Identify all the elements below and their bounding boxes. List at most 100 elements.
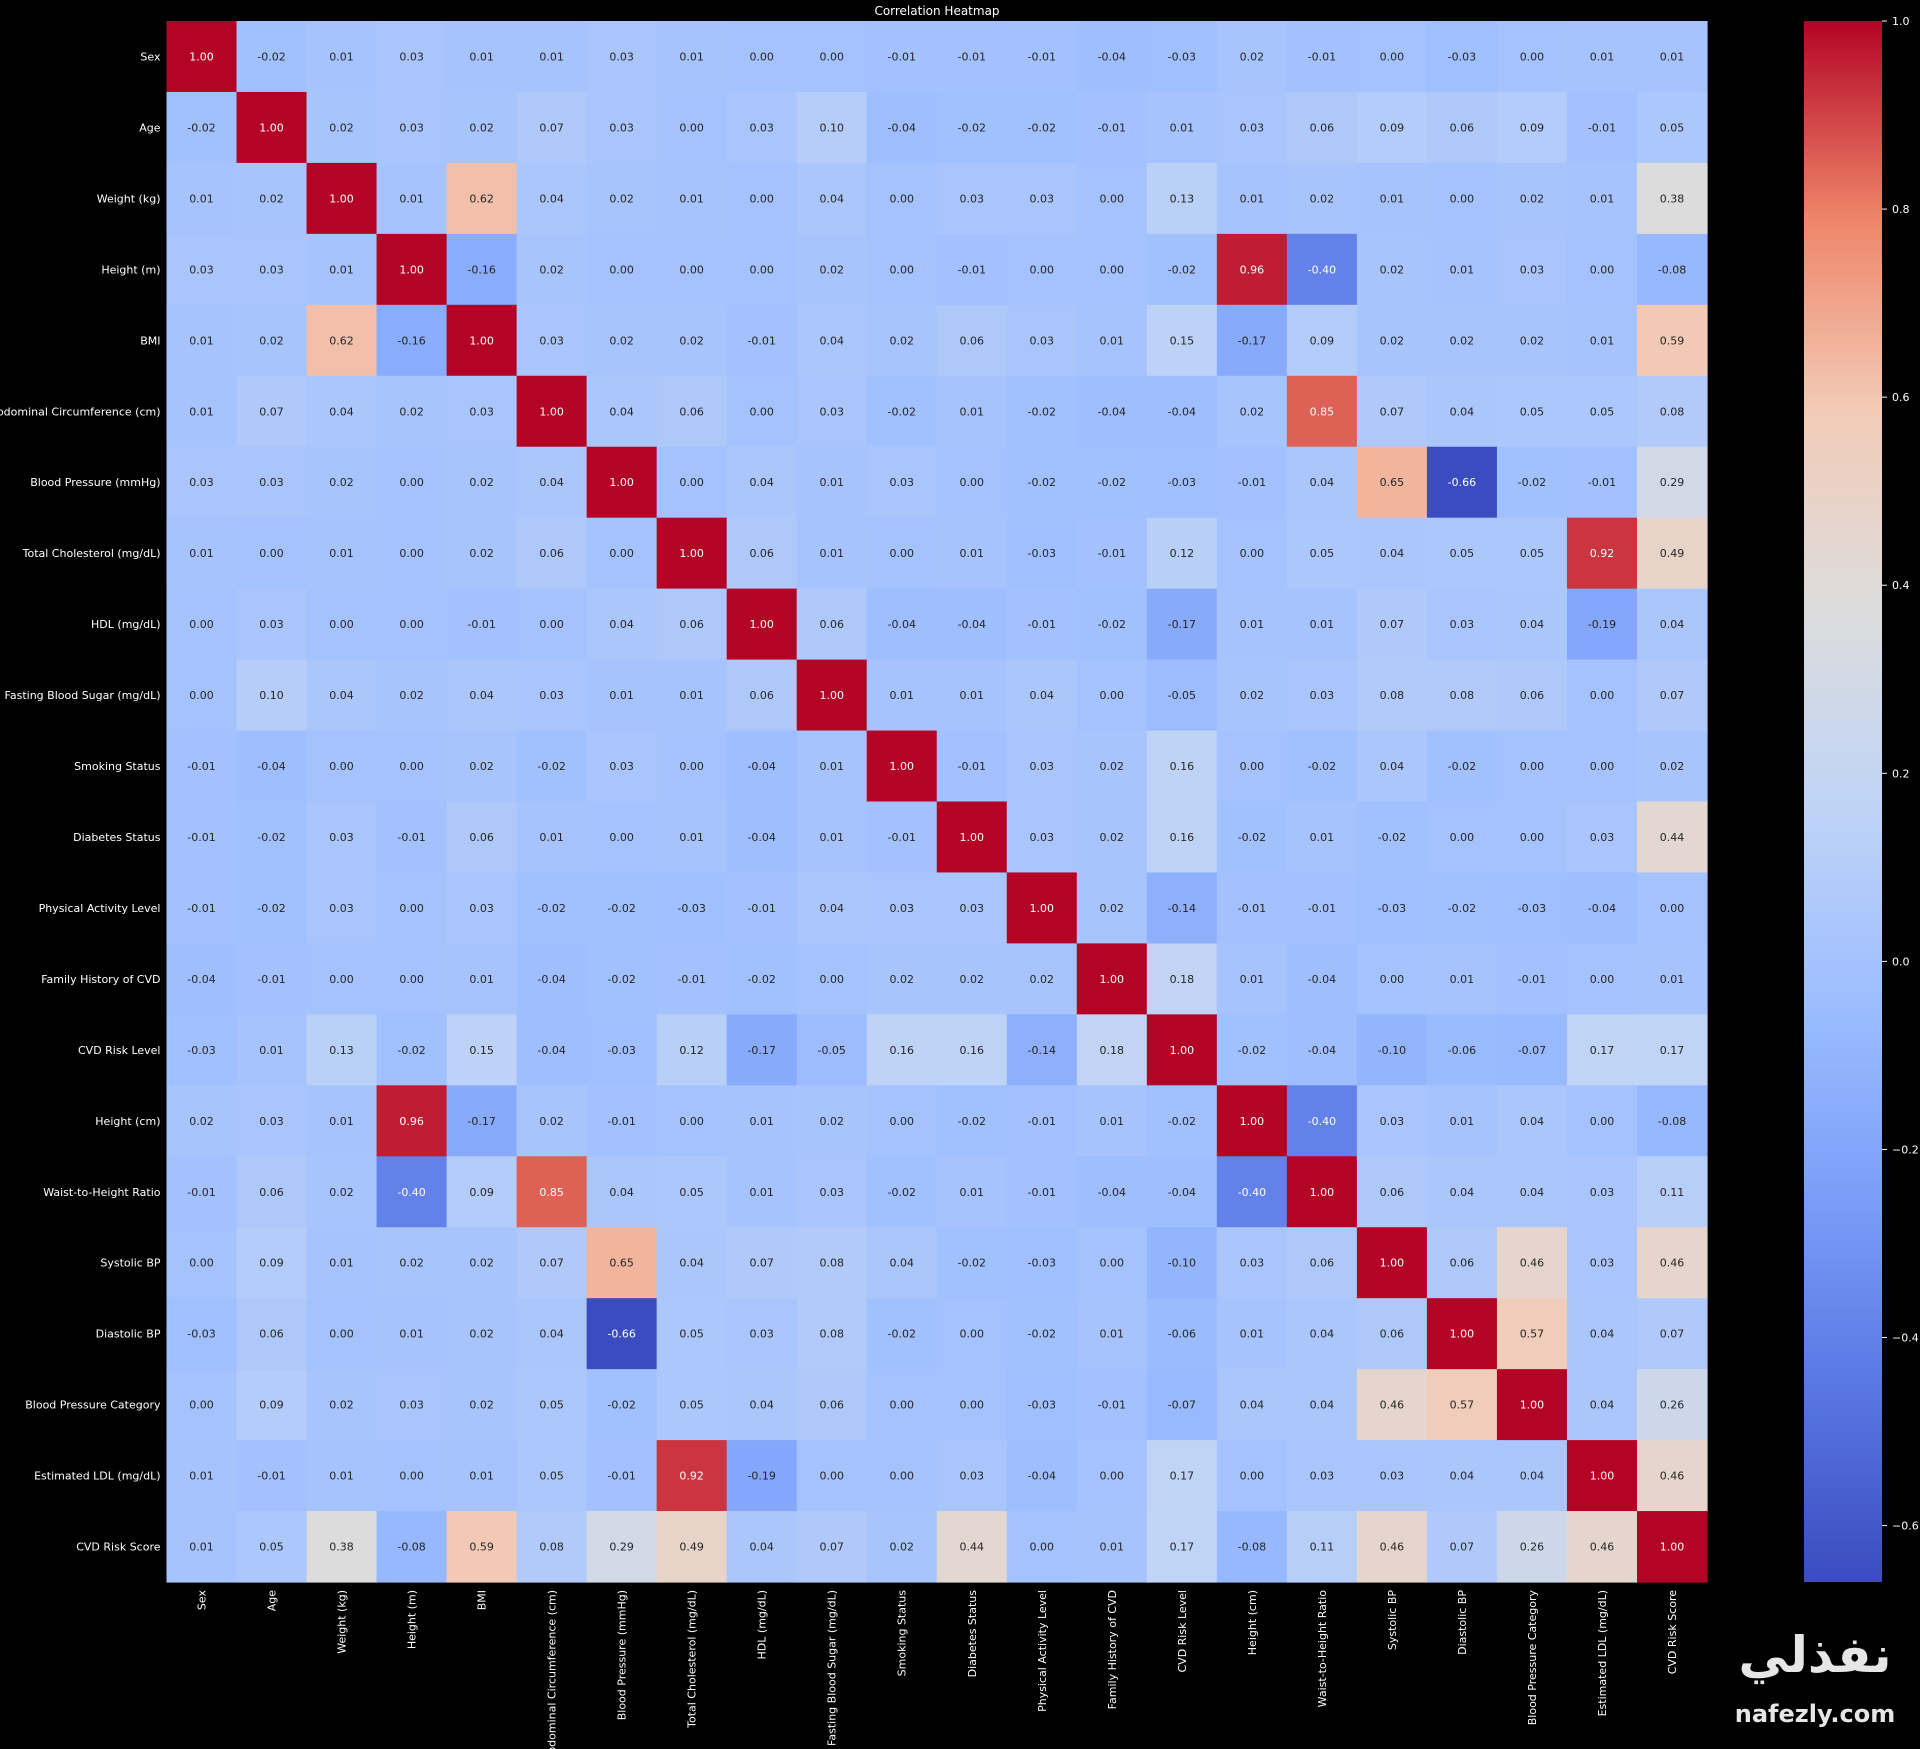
cell-annotation: 0.01 xyxy=(679,192,704,205)
x-tick-label: Height (cm) xyxy=(1246,1590,1259,1655)
y-tick-label: Abdominal Circumference (cm) xyxy=(0,405,161,418)
cell-annotation: 0.01 xyxy=(609,689,634,702)
cell-annotation: 0.06 xyxy=(259,1186,284,1199)
cell-annotation: 0.01 xyxy=(189,547,214,560)
cell-annotation: 0.02 xyxy=(1380,263,1405,276)
cell-annotation: -0.01 xyxy=(187,902,215,915)
cell-annotation: 0.03 xyxy=(399,1399,424,1412)
heatmap-cell xyxy=(1006,1227,1078,1299)
heatmap-cell xyxy=(1356,588,1428,661)
heatmap-cell xyxy=(1076,375,1148,448)
cell-annotation: 0.09 xyxy=(1520,121,1545,134)
heatmap-cell xyxy=(1566,1085,1638,1157)
heatmap-cell xyxy=(236,588,308,661)
cell-annotation: 0.06 xyxy=(819,1399,844,1412)
cell-annotation: -0.04 xyxy=(747,760,775,773)
heatmap-cell xyxy=(656,517,728,590)
heatmap-cell xyxy=(656,1440,728,1512)
cell-annotation: -0.03 xyxy=(1378,902,1406,915)
heatmap-cell xyxy=(1356,1014,1428,1086)
heatmap-cell xyxy=(1566,1440,1638,1512)
heatmap-cell xyxy=(1636,588,1708,661)
cell-annotation: 0.16 xyxy=(1170,760,1195,773)
cell-annotation: -0.02 xyxy=(1098,618,1126,631)
cell-annotation: -0.02 xyxy=(1028,1328,1056,1341)
cell-annotation: -0.19 xyxy=(1588,618,1616,631)
y-tick-label: Blood Pressure (mmHg) xyxy=(30,476,160,489)
cell-annotation: 0.13 xyxy=(1170,192,1195,205)
cell-annotation: 0.06 xyxy=(259,1328,284,1341)
heatmap-cell xyxy=(1076,162,1148,235)
colorbar-tick-label: −0.2 xyxy=(1892,1143,1919,1156)
heatmap-cell xyxy=(1566,1156,1638,1228)
heatmap-cell xyxy=(1566,233,1638,306)
cell-annotation: -0.07 xyxy=(1518,1044,1546,1057)
cell-annotation: 0.15 xyxy=(1170,334,1195,347)
cell-annotation: -0.02 xyxy=(1308,760,1336,773)
heatmap-cell xyxy=(446,1227,518,1299)
heatmap-cell xyxy=(306,1369,378,1441)
cell-annotation: 0.07 xyxy=(539,121,564,134)
heatmap-cell xyxy=(166,588,238,661)
heatmap-cell xyxy=(1146,1227,1218,1299)
cell-annotation: 1.00 xyxy=(469,334,494,347)
heatmap-cell xyxy=(306,1014,378,1086)
cell-annotation: 0.02 xyxy=(679,334,704,347)
cell-annotation: 0.17 xyxy=(1590,1044,1615,1057)
cell-annotation: -0.17 xyxy=(1168,618,1196,631)
heatmap-cell xyxy=(1636,943,1708,1015)
heatmap-cell xyxy=(1286,943,1358,1015)
x-tick-label: Family History of CVD xyxy=(1106,1590,1119,1709)
heatmap-cell xyxy=(446,730,518,803)
heatmap-cell xyxy=(936,1369,1008,1441)
heatmap-cell xyxy=(1286,1227,1358,1299)
cell-annotation: 0.00 xyxy=(679,263,704,276)
heatmap-cell xyxy=(1636,1085,1708,1157)
cell-annotation: 0.00 xyxy=(259,547,284,560)
cell-annotation: 1.00 xyxy=(1660,1541,1685,1554)
cell-annotation: 0.06 xyxy=(539,547,564,560)
cell-annotation: -0.19 xyxy=(747,1470,775,1483)
cell-annotation: 0.03 xyxy=(399,50,424,63)
heatmap-cell xyxy=(1426,1511,1498,1583)
cell-annotation: 0.02 xyxy=(469,1257,494,1270)
heatmap-cell xyxy=(866,1369,938,1441)
heatmap-cell xyxy=(1636,1298,1708,1370)
heatmap-cell xyxy=(1146,1511,1218,1583)
heatmap-cell xyxy=(166,446,238,519)
heatmap-cell xyxy=(1356,304,1428,377)
heatmap-cell xyxy=(796,446,868,519)
heatmap-cell xyxy=(1496,1298,1568,1370)
heatmap-cell xyxy=(1356,872,1428,945)
cell-annotation: 0.01 xyxy=(960,405,985,418)
heatmap-cell xyxy=(166,1014,238,1086)
cell-annotation: -0.01 xyxy=(187,1186,215,1199)
cell-annotation: 0.03 xyxy=(1380,1470,1405,1483)
heatmap-cell xyxy=(1496,1369,1568,1441)
heatmap-cell xyxy=(1426,1014,1498,1086)
cell-annotation: -0.02 xyxy=(888,405,916,418)
heatmap-cell xyxy=(1566,1014,1638,1086)
cell-annotation: 0.00 xyxy=(819,973,844,986)
heatmap-cell xyxy=(1496,21,1568,93)
heatmap-cell xyxy=(866,1156,938,1228)
heatmap-cell xyxy=(306,1298,378,1370)
cell-annotation: 0.00 xyxy=(1380,50,1405,63)
heatmap-cell xyxy=(726,801,798,874)
cell-annotation: 0.06 xyxy=(960,334,985,347)
heatmap-cell xyxy=(1286,801,1358,874)
heatmap-cell xyxy=(1076,801,1148,874)
x-tick-label: Blood Pressure (mmHg) xyxy=(616,1590,629,1720)
heatmap-cell xyxy=(1426,1440,1498,1512)
cell-annotation: 0.01 xyxy=(189,192,214,205)
cell-annotation: 0.00 xyxy=(1450,192,1475,205)
cell-annotation: 0.46 xyxy=(1380,1399,1405,1412)
heatmap-cell xyxy=(1286,162,1358,235)
cell-annotation: 1.00 xyxy=(1310,1186,1335,1199)
cell-annotation: 0.02 xyxy=(469,121,494,134)
heatmap-cell xyxy=(1076,517,1148,590)
cell-annotation: 0.01 xyxy=(960,1186,985,1199)
heatmap-cell xyxy=(866,943,938,1015)
cell-annotation: 0.03 xyxy=(1030,192,1055,205)
